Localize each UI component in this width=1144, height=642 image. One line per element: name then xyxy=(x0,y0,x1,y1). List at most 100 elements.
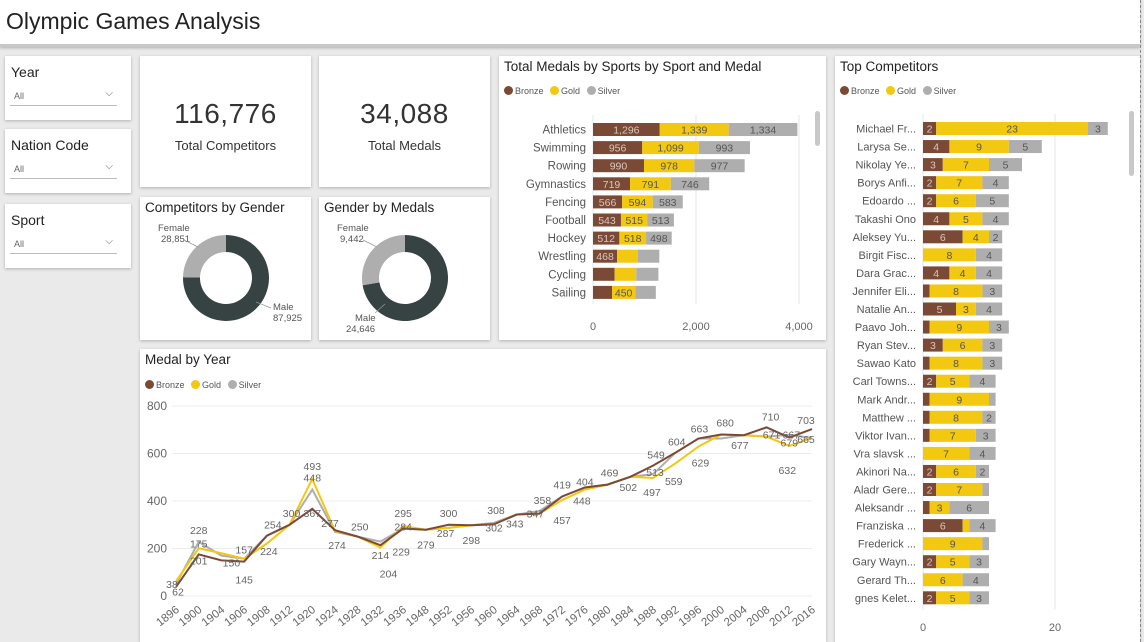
legend-silver[interactable]: Silver xyxy=(227,380,261,390)
competitor-bar-bronze[interactable] xyxy=(923,176,937,190)
year-dropdown[interactable]: All ⌵ xyxy=(10,87,117,106)
competitor-bar-gold[interactable] xyxy=(929,284,983,298)
competitor-bar-bronze[interactable] xyxy=(923,410,930,424)
competitor-bar-gold[interactable] xyxy=(936,374,970,388)
competitor-bar-gold[interactable] xyxy=(923,446,970,460)
competitor-bar-gold[interactable] xyxy=(929,356,983,370)
competitor-bar-bronze[interactable] xyxy=(923,230,963,244)
total-competitors-card[interactable]: 116,776 Total Competitors xyxy=(140,56,311,187)
sport-bar-gold[interactable] xyxy=(612,285,636,299)
competitor-bar-silver[interactable] xyxy=(975,428,996,442)
competitor-bar-gold[interactable] xyxy=(923,537,983,551)
competitor-bar-silver[interactable] xyxy=(975,464,989,478)
medal-by-year-panel[interactable]: Medal by Year Bronze Gold Silver 0 200 400… xyxy=(140,349,826,642)
sport-bar-silver[interactable] xyxy=(636,267,659,281)
competitor-bar-bronze[interactable] xyxy=(923,519,963,533)
legend-silver[interactable]: Silver xyxy=(586,86,620,96)
year-line-bronze[interactable] xyxy=(175,426,813,588)
competitor-bar-silver[interactable] xyxy=(1088,122,1108,135)
sport-bar-silver[interactable] xyxy=(637,249,660,263)
competitor-bar-silver[interactable] xyxy=(969,519,996,533)
sport-bar-gold[interactable] xyxy=(643,159,695,173)
competitor-bar-silver[interactable] xyxy=(989,230,1003,244)
competitor-bar-bronze[interactable] xyxy=(923,392,930,406)
competitor-bar-silver[interactable] xyxy=(975,194,1009,208)
competitor-bar-gold[interactable] xyxy=(936,122,1088,135)
sport-bar-bronze[interactable] xyxy=(593,213,621,227)
sport-bar-gold[interactable] xyxy=(614,267,637,281)
competitor-bar-silver[interactable] xyxy=(982,483,989,496)
sport-bar-bronze[interactable] xyxy=(593,177,631,191)
medal-by-year-chart[interactable]: 0200400600800189619001904190619081912192… xyxy=(140,349,826,642)
sport-bar-silver[interactable] xyxy=(694,159,745,173)
competitor-bar-bronze[interactable] xyxy=(923,428,930,442)
competitor-bar-silver[interactable] xyxy=(975,266,1003,280)
competitor-bar-gold[interactable] xyxy=(942,338,983,352)
competitor-bar-silver[interactable] xyxy=(989,158,1022,172)
sport-bar-gold[interactable] xyxy=(642,141,699,155)
competitor-bar-gold[interactable] xyxy=(929,320,989,334)
competitor-bar-bronze[interactable] xyxy=(923,483,937,496)
competitor-bar-gold[interactable] xyxy=(942,158,989,172)
year-slicer[interactable]: Year All ⌵ xyxy=(5,56,131,120)
competitor-bar-gold[interactable] xyxy=(956,302,976,316)
sport-bar-bronze[interactable] xyxy=(593,159,644,173)
sport-bar-gold[interactable] xyxy=(617,249,638,263)
competitor-bar-silver[interactable] xyxy=(949,501,989,515)
top-competitors-panel[interactable]: Top Competitors Bronze Gold Silver 0 20 Mi… xyxy=(835,56,1140,642)
legend-bronze[interactable]: Bronze xyxy=(145,380,185,390)
competitor-bar-silver[interactable] xyxy=(969,591,989,605)
total-medals-card[interactable]: 34,088 Total Medals xyxy=(319,56,490,187)
competitor-bar-silver[interactable] xyxy=(969,446,996,460)
sport-bar-gold[interactable] xyxy=(659,123,729,136)
sport-bar-silver[interactable] xyxy=(698,141,750,155)
competitor-bar-gold[interactable] xyxy=(923,248,976,262)
competitor-bar-silver[interactable] xyxy=(1008,140,1042,154)
sport-bar-bronze[interactable] xyxy=(593,231,620,245)
competitor-bar-gold[interactable] xyxy=(929,428,976,442)
sport-bar-gold[interactable] xyxy=(620,213,648,227)
competitor-bar-silver[interactable] xyxy=(969,374,996,388)
competitor-bar-gold[interactable] xyxy=(929,410,983,424)
competitor-bar-gold[interactable] xyxy=(936,176,983,190)
competitor-bar-silver[interactable] xyxy=(982,176,1009,190)
competitor-bar-bronze[interactable] xyxy=(923,464,937,478)
sport-bar-bronze[interactable] xyxy=(593,249,618,263)
sport-bar-bronze[interactable] xyxy=(593,267,615,281)
competitor-bar-gold[interactable] xyxy=(936,464,976,478)
competitor-bar-bronze[interactable] xyxy=(923,212,950,226)
competitor-bar-bronze[interactable] xyxy=(923,158,943,172)
sport-bar-bronze[interactable] xyxy=(593,141,643,155)
competitor-bar-silver[interactable] xyxy=(982,212,1009,226)
competitor-bar-bronze[interactable] xyxy=(923,140,950,154)
competitor-bar-bronze[interactable] xyxy=(923,591,937,605)
competitor-bar-bronze[interactable] xyxy=(923,338,943,352)
medals-by-sport-panel[interactable]: Total Medals by Sports by Sport and Meda… xyxy=(499,56,826,340)
competitor-bar-gold[interactable] xyxy=(929,501,950,515)
competitor-bar-bronze[interactable] xyxy=(923,266,950,280)
competitor-bar-silver[interactable] xyxy=(982,284,1003,298)
competitor-bar-bronze[interactable] xyxy=(923,122,937,135)
sport-bar-gold[interactable] xyxy=(619,231,647,245)
competitor-bar-bronze[interactable] xyxy=(923,374,937,388)
competitor-bar-gold[interactable] xyxy=(936,555,970,569)
competitor-bar-silver[interactable] xyxy=(989,392,996,406)
competitor-bar-silver[interactable] xyxy=(982,410,996,424)
competitor-bar-silver[interactable] xyxy=(975,248,1003,262)
sport-bar-silver[interactable] xyxy=(670,177,710,191)
sport-bar-silver[interactable] xyxy=(728,123,798,136)
sport-bar-gold[interactable] xyxy=(630,177,671,191)
competitor-bar-silver[interactable] xyxy=(982,537,989,551)
medals-by-sport-chart[interactable]: 0 2,000 4,000 Athletics 1,296 1,339 1,334 Swimm… xyxy=(499,56,826,340)
sport-bar-silver[interactable] xyxy=(652,195,683,209)
competitors-gender-slice-male[interactable] xyxy=(183,235,269,321)
competitor-bar-gold[interactable] xyxy=(936,591,970,605)
competitor-bar-gold[interactable] xyxy=(949,140,1009,154)
competitor-bar-bronze[interactable] xyxy=(923,501,930,515)
sport-scrollbar[interactable] xyxy=(815,111,820,146)
competitor-bar-gold[interactable] xyxy=(929,392,989,406)
medals-gender-slice-male[interactable] xyxy=(362,235,448,321)
